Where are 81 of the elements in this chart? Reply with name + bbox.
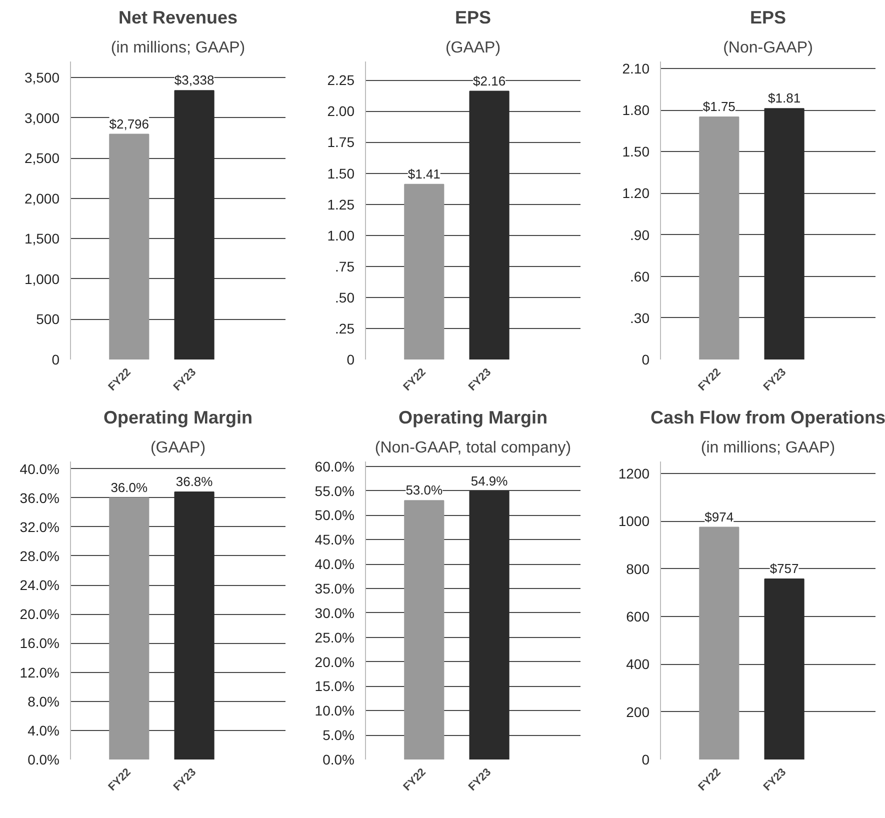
- y-tick-label: 12.0%: [20, 664, 60, 680]
- y-tick-label: 0: [346, 352, 355, 368]
- y-tick-label: 2,000: [24, 190, 60, 206]
- data-label: $974: [704, 509, 734, 524]
- chart-subtitle: (GAAP): [150, 440, 206, 456]
- y-tick-label: 1000: [618, 513, 650, 530]
- y-tick-label: 2,500: [24, 150, 60, 166]
- y-tick-label: 500: [36, 311, 60, 328]
- chart-title: Operating Margin: [398, 408, 548, 428]
- y-tick-label: .90: [630, 226, 650, 243]
- y-tick-label: 0.0%: [322, 752, 355, 768]
- y-tick-label: 1.00: [327, 227, 355, 244]
- data-label: $2.16: [473, 73, 506, 88]
- y-tick-label: 0: [642, 352, 650, 368]
- y-tick-label: 0: [642, 752, 650, 768]
- y-tick-label: 30.0%: [314, 604, 355, 621]
- y-tick-label: 36.0%: [20, 490, 60, 506]
- y-tick-label: 1.75: [327, 134, 355, 150]
- y-tick-label: 28.0%: [20, 548, 60, 564]
- y-tick-label: 3,000: [24, 110, 60, 126]
- y-tick-label: 32.0%: [20, 518, 60, 535]
- chart-title: Cash Flow from Operations: [650, 408, 885, 428]
- y-tick-label: .60: [630, 268, 650, 284]
- y-tick-label: 10.0%: [314, 702, 355, 719]
- y-tick-label: 50.0%: [314, 507, 355, 524]
- data-label: $2,796: [109, 116, 150, 132]
- y-tick-label: 200: [626, 704, 650, 720]
- y-tick-label: 60.0%: [314, 458, 355, 474]
- y-tick-label: .50: [335, 289, 355, 306]
- y-tick-label: 2.10: [622, 60, 650, 76]
- data-label: $1.81: [768, 90, 801, 106]
- y-tick-label: 24.0%: [20, 577, 60, 594]
- y-tick-label: 8.0%: [28, 693, 60, 710]
- chart-subtitle: (GAAP): [445, 40, 501, 56]
- data-label: 36.8%: [176, 474, 214, 490]
- y-tick-label: 4.0%: [28, 722, 60, 738]
- y-tick-label: 45.0%: [314, 532, 355, 548]
- y-tick-label: .75: [335, 258, 355, 274]
- y-tick-label: 25.0%: [314, 629, 355, 646]
- y-tick-label: 1.20: [622, 185, 650, 202]
- chart-title: EPS: [750, 8, 786, 28]
- y-tick-label: .30: [630, 310, 650, 326]
- y-tick-label: 35.0%: [314, 580, 355, 597]
- data-label: $3,338: [174, 72, 214, 88]
- y-tick-label: 40.0%: [20, 460, 60, 477]
- y-tick-label: 55.0%: [314, 482, 355, 499]
- y-tick-label: 20.0%: [314, 654, 355, 670]
- chart-title: Operating Margin: [103, 408, 253, 428]
- y-tick-label: 2.00: [327, 103, 355, 120]
- y-tick-label: 40.0%: [314, 556, 355, 572]
- y-tick-label: 600: [626, 608, 650, 624]
- y-tick-label: 1200: [618, 465, 650, 482]
- y-tick-label: 0: [52, 352, 60, 368]
- y-tick-label: 1.50: [622, 144, 650, 160]
- y-tick-label: 1.80: [622, 102, 650, 118]
- y-tick-label: 1.50: [327, 165, 355, 182]
- chart-subtitle: (Non-GAAP): [723, 40, 813, 56]
- data-label: $1.41: [408, 166, 440, 182]
- y-tick-label: 2.25: [327, 72, 355, 88]
- data-label: 53.0%: [406, 482, 444, 498]
- y-tick-label: 5.0%: [322, 727, 355, 744]
- y-tick-label: 20.0%: [20, 606, 60, 622]
- y-tick-label: 16.0%: [20, 635, 60, 652]
- data-label: 54.9%: [470, 473, 508, 488]
- data-label: $757: [770, 561, 799, 576]
- data-label: 36.0%: [110, 480, 148, 495]
- chart-subtitle: (in millions; GAAP): [110, 40, 246, 56]
- y-tick-label: .25: [335, 320, 355, 336]
- chart-subtitle: (Non-GAAP, total company): [374, 440, 572, 456]
- y-tick-label: 3,500: [24, 70, 60, 86]
- y-tick-label: 1,000: [24, 270, 60, 287]
- y-tick-label: 800: [626, 560, 650, 577]
- y-tick-label: 15.0%: [314, 678, 355, 694]
- chart-title: EPS: [454, 8, 492, 28]
- y-tick-label: 1,500: [24, 230, 60, 247]
- chart-title: Net Revenues: [118, 8, 238, 28]
- data-label: $1.75: [702, 98, 736, 114]
- chart-subtitle: (in millions; GAAP): [700, 440, 836, 456]
- y-tick-label: 1.25: [327, 196, 355, 212]
- y-tick-label: 400: [626, 656, 650, 672]
- y-tick-label: 0.0%: [28, 752, 60, 768]
